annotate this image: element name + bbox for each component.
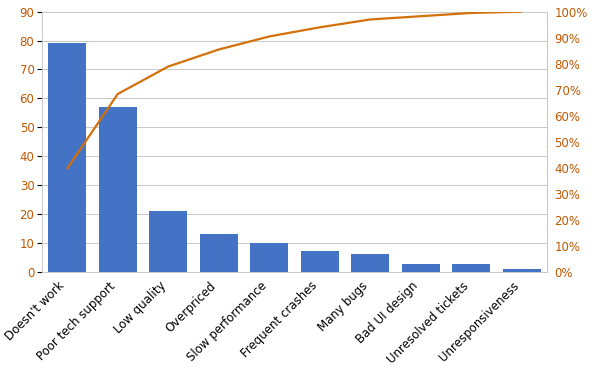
Bar — [352, 254, 389, 272]
Bar — [301, 251, 339, 272]
Bar — [503, 269, 541, 272]
Bar — [453, 264, 490, 272]
Bar — [49, 43, 87, 272]
Bar — [150, 211, 188, 272]
Bar — [402, 264, 440, 272]
Bar — [99, 107, 137, 272]
Bar — [251, 243, 288, 272]
Bar — [200, 234, 238, 272]
